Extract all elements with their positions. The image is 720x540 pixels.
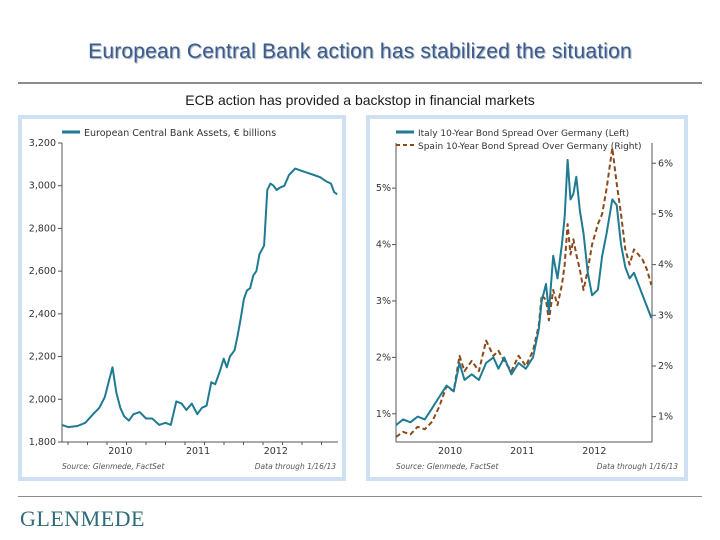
left-y-tick-label: 5% (376, 183, 391, 194)
slide-title: European Central Bank action has stabili… (88, 40, 632, 63)
right-y-tick-label: 6% (658, 158, 673, 169)
slide-subtitle: ECB action has provided a backstop in fi… (185, 92, 535, 108)
right-y-tick-label: 1% (658, 412, 673, 423)
right-y-tick-label: 3% (658, 310, 673, 321)
data-through-note: Data through 1/16/13 (255, 462, 336, 471)
left-y-tick-label: 4% (376, 240, 391, 251)
spain-spread-line (395, 147, 653, 438)
ecb-assets-chart: 3,200 3,000 2,800 2,600 2,400 2,200 2,000 1,800… (29, 128, 338, 471)
x-tick-label: 2010 (438, 446, 462, 457)
right-y-tick-label: 5% (658, 209, 673, 220)
ecb-assets-line (61, 167, 338, 429)
right-y-tick-label: 2% (658, 361, 673, 372)
bond-spread-chart-panel: 5% 4% 3% 2% 1% 6% 5% 4% 3% 2% 1% 2010 2011 2012 Italy … (366, 115, 688, 481)
italy-spread-line (395, 158, 653, 426)
y-tick-label: 2,800 (29, 223, 56, 234)
left-y-tick-label: 1% (376, 409, 391, 420)
x-tick-label: 2010 (108, 446, 132, 457)
x-tick-label: 2011 (186, 446, 210, 457)
y-tick-label: 2,400 (29, 309, 56, 320)
title-divider (18, 82, 702, 84)
source-note: Source: Glenmede, FactSet (62, 462, 166, 471)
y-tick-label: 2,200 (29, 352, 56, 363)
data-through-note: Data through 1/16/13 (597, 462, 678, 471)
right-y-tick-label: 4% (658, 260, 673, 271)
legend-label-italy: Italy 10-Year Bond Spread Over Germany (… (418, 129, 629, 139)
legend-label-ecb: European Central Bank Assets, € billions (84, 128, 276, 139)
y-tick-label: 1,800 (29, 437, 56, 448)
y-tick-label: 2,000 (29, 394, 56, 405)
footer-divider (18, 496, 702, 497)
y-tick-label: 3,200 (29, 138, 56, 149)
x-tick-label: 2012 (582, 446, 606, 457)
legend-label-spain: Spain 10-Year Bond Spread Over Germany (… (418, 142, 642, 152)
y-tick-label: 3,000 (29, 181, 56, 192)
left-y-tick-label: 2% (376, 352, 391, 363)
y-tick-label: 2,600 (29, 266, 56, 277)
x-tick-label: 2011 (510, 446, 534, 457)
left-y-tick-label: 3% (376, 296, 391, 307)
source-note: Source: Glenmede, FactSet (396, 462, 500, 471)
glenmede-logo: GLENMEDE (20, 506, 145, 531)
bond-spread-chart: 5% 4% 3% 2% 1% 6% 5% 4% 3% 2% 1% 2010 2011 2012 Italy … (376, 129, 678, 471)
x-tick-label: 2012 (264, 446, 288, 457)
ecb-assets-chart-panel: 3,200 3,000 2,800 2,600 2,400 2,200 2,000 1,800… (18, 115, 346, 481)
